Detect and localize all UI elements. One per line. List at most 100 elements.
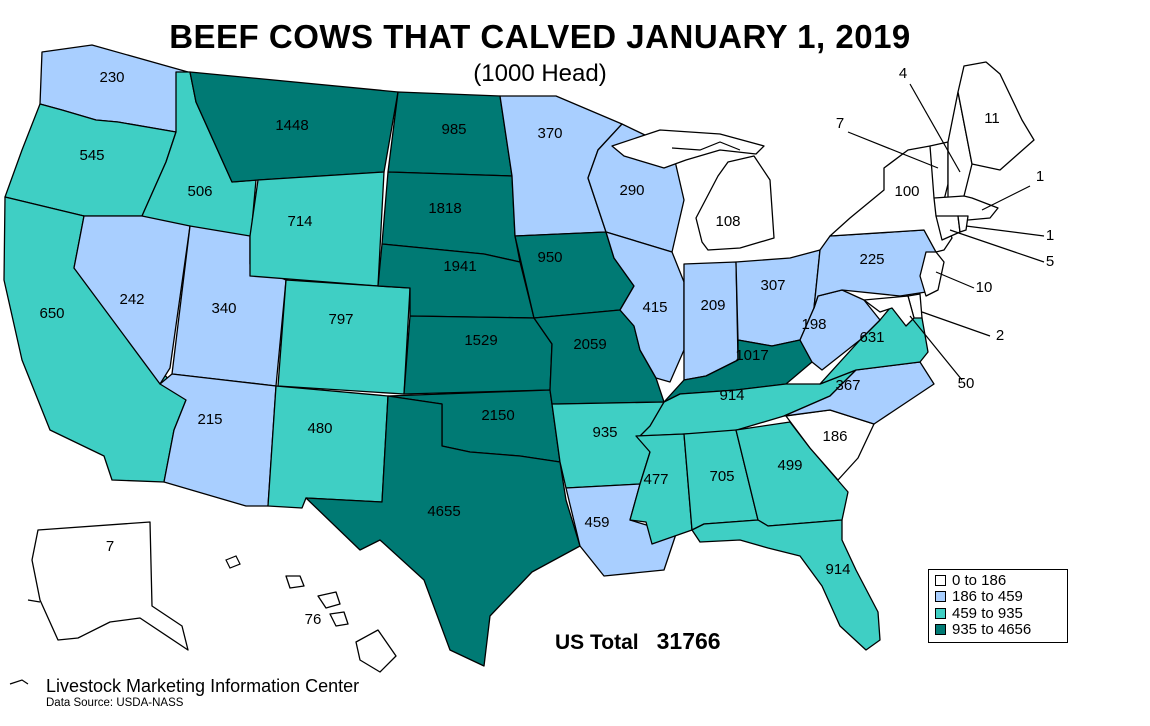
state-md <box>863 295 915 327</box>
legend: 0 to 186 186 to 459 459 to 935 935 to 46… <box>928 569 1068 643</box>
legend-label: 935 to 4656 <box>952 621 1032 639</box>
value-label-ar: 935 <box>592 424 617 441</box>
value-label-nm: 480 <box>307 420 332 437</box>
us-total-value: 31766 <box>656 628 721 654</box>
state-nc <box>783 361 935 425</box>
state-ks <box>403 315 553 395</box>
state-hi <box>285 575 397 673</box>
us-total-label: US Total <box>555 631 639 654</box>
value-label-ms: 477 <box>643 471 668 488</box>
state-nv <box>73 215 191 385</box>
value-label-ok: 2150 <box>481 407 514 424</box>
callout-line-md <box>909 315 963 381</box>
value-label-mt: 1448 <box>275 117 308 134</box>
value-label-tn: 914 <box>719 387 744 404</box>
value-label-nv: 242 <box>119 291 144 308</box>
value-label-nh: 4 <box>899 65 907 82</box>
value-label-tx: 4655 <box>427 503 460 520</box>
value-label-ny: 100 <box>894 183 919 200</box>
legend-item: 186 to 459 <box>935 588 1061 606</box>
value-label-wi: 290 <box>619 182 644 199</box>
legend-swatch <box>935 574 946 586</box>
map-subtitle: (1000 Head) <box>473 60 607 87</box>
value-label-md: 50 <box>958 375 975 392</box>
callout-line-ma <box>981 185 1031 211</box>
state-vt <box>929 141 949 201</box>
callout-line-de <box>921 311 991 337</box>
legend-label: 0 to 186 <box>952 571 1007 589</box>
value-label-wa: 230 <box>99 69 124 86</box>
state-fl <box>691 519 881 651</box>
legend-label: 186 to 459 <box>952 588 1023 606</box>
value-label-or: 545 <box>79 147 104 164</box>
source-data: Data Source: USDA-NASS <box>46 697 184 709</box>
value-label-wy: 714 <box>287 213 312 230</box>
value-label-ak: 7 <box>106 538 114 555</box>
value-label-al: 705 <box>709 468 734 485</box>
value-label-pa: 225 <box>859 251 884 268</box>
value-label-ia: 950 <box>537 249 562 266</box>
state-wy <box>249 171 385 287</box>
value-label-az: 215 <box>197 411 222 428</box>
legend-swatch <box>935 624 946 636</box>
callout-line-ri <box>965 225 1045 237</box>
legend-label: 459 to 935 <box>952 604 1023 622</box>
value-label-mo: 2059 <box>573 336 606 353</box>
callout-line-ct <box>949 229 1045 263</box>
shoreline-detail <box>225 555 241 569</box>
value-label-vt: 7 <box>836 115 844 132</box>
legend-swatch <box>935 591 946 603</box>
state-tx <box>305 395 581 667</box>
state-nh <box>947 91 973 199</box>
value-label-va: 631 <box>859 329 884 346</box>
value-label-ct: 5 <box>1046 253 1054 270</box>
legend-item: 0 to 186 <box>935 572 1061 589</box>
value-label-nj: 10 <box>976 279 993 296</box>
value-label-wv: 198 <box>801 316 826 333</box>
value-label-mn: 370 <box>537 125 562 142</box>
value-label-oh: 307 <box>760 277 785 294</box>
callout-line-vt <box>847 131 939 169</box>
callout-line-nh <box>909 83 961 173</box>
state-nm <box>267 385 389 509</box>
map-title: BEEF COWS THAT CALVED JANUARY 1, 2019 <box>169 18 911 55</box>
state-in <box>683 261 739 381</box>
value-label-nd: 985 <box>441 121 466 138</box>
shoreline-detail <box>27 599 41 603</box>
value-label-ky: 1017 <box>735 347 768 364</box>
callout-line-nj <box>935 271 975 289</box>
us-total: US Total 31766 <box>555 628 721 655</box>
value-label-la: 459 <box>584 514 609 531</box>
value-label-nc: 367 <box>835 377 860 394</box>
source-org: Livestock Marketing Information Center <box>46 676 360 696</box>
value-label-id: 506 <box>187 183 212 200</box>
shoreline-detail <box>9 679 29 685</box>
value-label-ma: 1 <box>1036 168 1044 185</box>
state-me <box>957 61 1035 171</box>
state-ak <box>31 521 189 651</box>
value-label-in: 209 <box>700 297 725 314</box>
value-label-sc: 186 <box>822 428 847 445</box>
shoreline-detail <box>671 141 741 151</box>
state-nj <box>919 251 945 297</box>
state-il <box>605 231 685 383</box>
value-label-mi: 108 <box>715 213 740 230</box>
value-label-hi: 76 <box>305 611 322 628</box>
value-label-fl: 914 <box>825 561 850 578</box>
legend-swatch <box>935 607 946 619</box>
value-label-ga: 499 <box>777 457 802 474</box>
value-label-ut: 340 <box>211 300 236 317</box>
value-label-co: 797 <box>328 311 353 328</box>
value-label-ne: 1941 <box>443 258 476 275</box>
value-label-ks: 1529 <box>464 332 497 349</box>
value-label-me: 11 <box>984 110 1000 127</box>
value-label-sd: 1818 <box>428 200 461 217</box>
state-mi <box>611 129 775 251</box>
value-label-de: 2 <box>996 327 1004 344</box>
value-label-ri: 1 <box>1046 227 1054 244</box>
legend-item: 935 to 4656 <box>935 621 1061 639</box>
legend-item: 459 to 935 <box>935 605 1061 622</box>
state-ri <box>957 215 969 233</box>
value-label-ca: 650 <box>39 305 64 322</box>
